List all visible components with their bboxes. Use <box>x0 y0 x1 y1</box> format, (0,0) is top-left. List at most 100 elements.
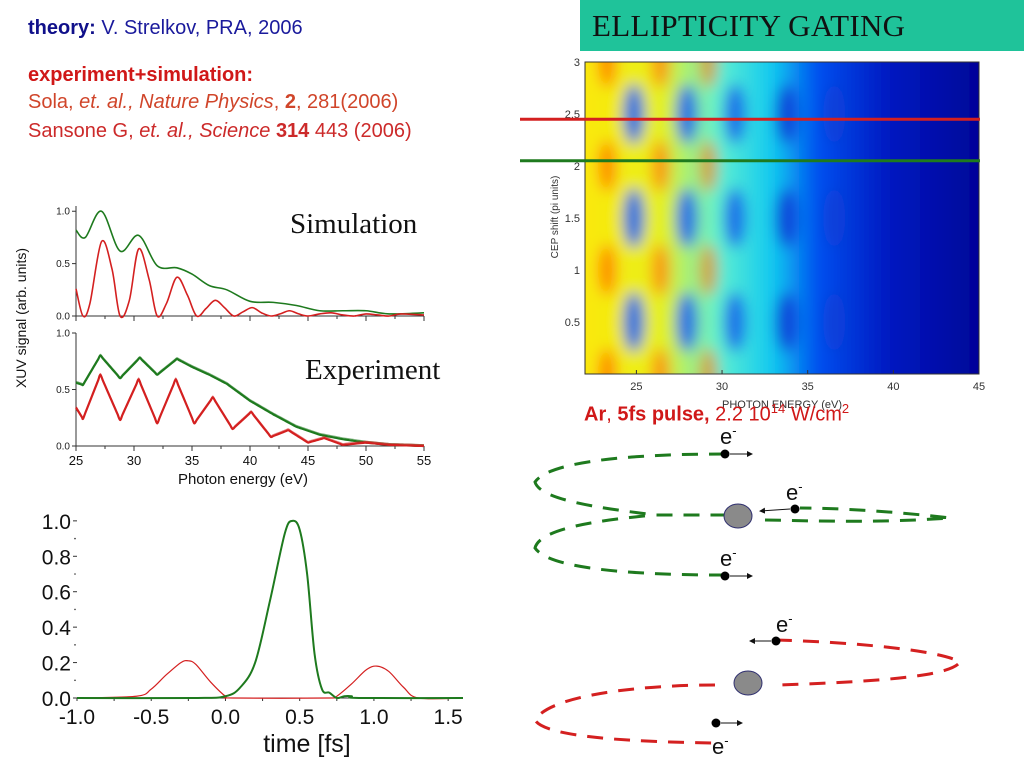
time-x-label: time [fs] <box>263 730 351 758</box>
electron-label: e- <box>786 479 803 505</box>
y-tick-label: 1.0 <box>56 329 70 340</box>
y-tick-label: 0.5 <box>56 385 70 396</box>
time-profile-chart: 0.0 0.2 0.4 0.6 0.8 1.0 -1.0 -0.5 0.0 0.5 1.0 1.5 t… <box>42 511 464 758</box>
x-tick-label: 25 <box>630 381 642 393</box>
upper-red-trajectory <box>775 638 963 687</box>
y-minor-tick <box>74 573 76 575</box>
y-tick-label: 2 <box>574 161 580 173</box>
y-minor-tick <box>74 608 76 611</box>
x-tick-label: 40 <box>887 381 899 393</box>
electron-icon <box>790 504 800 514</box>
y-tick-label: 0.6 <box>42 582 71 605</box>
sola-reference: Sola, et. al., Nature Physics, 2, 281(20… <box>28 91 399 113</box>
x-tick-label: 25 <box>69 453 83 468</box>
experiment-simulation-label: experiment+simulation: <box>28 64 254 86</box>
x-tick-label: 35 <box>802 381 814 393</box>
electron-label: e- <box>776 611 793 637</box>
ion-icon <box>733 670 763 696</box>
heatmap-minimum <box>723 188 746 248</box>
heatmap-minimum <box>675 188 698 248</box>
green-series-line-band <box>75 353 425 445</box>
heatmap-minimum <box>823 84 846 144</box>
y-tick-label: 0.0 <box>56 442 70 453</box>
red-series-line <box>75 373 425 448</box>
y-tick-label: 1.0 <box>42 511 71 534</box>
x-tick-label: 1.0 <box>359 706 388 729</box>
heatmap-peak <box>651 244 670 296</box>
spectra-charts: 0.0 0.5 1.0 0.0 0.5 1.0 25 30 35 40 45 50 55 XUV si… <box>13 206 431 488</box>
y-tick-label: 3 <box>574 57 580 69</box>
experiment-label: Experiment <box>305 354 441 386</box>
y-tick-label: 0.0 <box>56 312 70 323</box>
electron-icon <box>720 571 730 581</box>
heatmap-minimum <box>775 84 798 144</box>
heatmap-peak <box>651 62 670 88</box>
theory-label: theory: <box>28 17 96 39</box>
x-tick-label: 45 <box>301 453 315 468</box>
y-minor-tick <box>74 537 76 540</box>
green-series-line <box>76 519 464 700</box>
heatmap-peak <box>651 348 670 374</box>
y-minor-tick <box>74 644 76 646</box>
heatmap-minimum <box>622 84 645 144</box>
x-tick-label: 45 <box>973 381 985 393</box>
red-trajectories <box>533 638 963 745</box>
simulation-label: Simulation <box>290 208 418 240</box>
electron-icon <box>711 718 721 728</box>
heatmap-minimum <box>723 84 746 144</box>
electron-icon <box>771 636 781 646</box>
upper-green-trajectory <box>533 452 726 517</box>
y-tick-label: 1.0 <box>56 207 70 218</box>
x-tick-label: 30 <box>716 381 728 393</box>
electron-label: e- <box>720 545 737 571</box>
x-tick-label: 1.5 <box>434 706 463 729</box>
y-axis-label: XUV signal (arb. units) <box>13 248 29 388</box>
arrow-left-icon <box>759 507 791 514</box>
x-tick-label: -0.5 <box>133 706 169 729</box>
green-series-line <box>75 354 425 448</box>
cep-heatmap-chart: 25 30 35 40 450.511.522.53 CEP shift (pi uni… <box>550 57 985 411</box>
y-tick-label: 1.5 <box>565 213 580 225</box>
theory-citation: V. Strelkov, PRA, 2006 <box>95 17 303 39</box>
electron-icon <box>720 449 730 459</box>
heatmap-minimum <box>823 292 846 352</box>
heatmap-x-label: PHOTON ENERGY (eV) <box>722 399 842 411</box>
heatmap-minimum <box>622 188 645 248</box>
electron-label: e- <box>720 423 737 449</box>
heatmap-peak <box>598 140 617 192</box>
references-block: theory: V. Strelkov, PRA, 2006 experimen… <box>28 14 538 146</box>
y-tick-label: 0.5 <box>56 259 70 270</box>
red-series-line-band <box>75 372 425 445</box>
x-tick-label: 30 <box>127 453 141 468</box>
x-axis-label: Photon energy (eV) <box>178 471 308 488</box>
heatmap-peak <box>699 140 718 192</box>
experiment-chart: 0.0 0.5 1.0 25 30 35 40 45 50 55 <box>56 329 431 469</box>
y-tick-label: 0.5 <box>565 317 580 329</box>
trajectory-diagram: e- e- e- e- e- <box>533 423 963 759</box>
y-minor-tick <box>74 679 76 682</box>
heatmap-minimum <box>675 84 698 144</box>
heatmap-peak <box>598 348 617 374</box>
heatmap-peak <box>699 348 718 374</box>
heatmap-minimum <box>823 188 846 248</box>
red-series-line <box>76 660 464 700</box>
lower-red-trajectory <box>533 683 716 745</box>
y-tick-label: 0.8 <box>42 546 71 569</box>
heatmap-minimum <box>775 188 798 248</box>
x-tick-label: 0.0 <box>211 706 240 729</box>
pulse-caption: Ar, 5fs pulse, 2.2 1014 W/cm2 <box>584 401 850 426</box>
green-trajectories <box>533 452 951 577</box>
y-tick-label: 0.2 <box>42 653 71 676</box>
heatmap-peak <box>699 244 718 296</box>
heatmap-peak <box>598 244 617 296</box>
lower-green-trajectory <box>533 513 726 577</box>
slide-title-box: ELLIPTICITY GATING <box>580 0 1024 51</box>
sansone-reference: Sansone G, et. al., Science 314 443 (200… <box>28 120 412 142</box>
heatmap-minimum <box>775 292 798 352</box>
heatmap-peak <box>699 62 718 88</box>
heatmap-minimum <box>723 292 746 352</box>
x-tick-label: 55 <box>417 453 431 468</box>
slide-title: ELLIPTICITY GATING <box>592 8 906 43</box>
simulation-chart: 0.0 0.5 1.0 <box>56 206 425 323</box>
y-tick-label: 1 <box>574 265 580 277</box>
